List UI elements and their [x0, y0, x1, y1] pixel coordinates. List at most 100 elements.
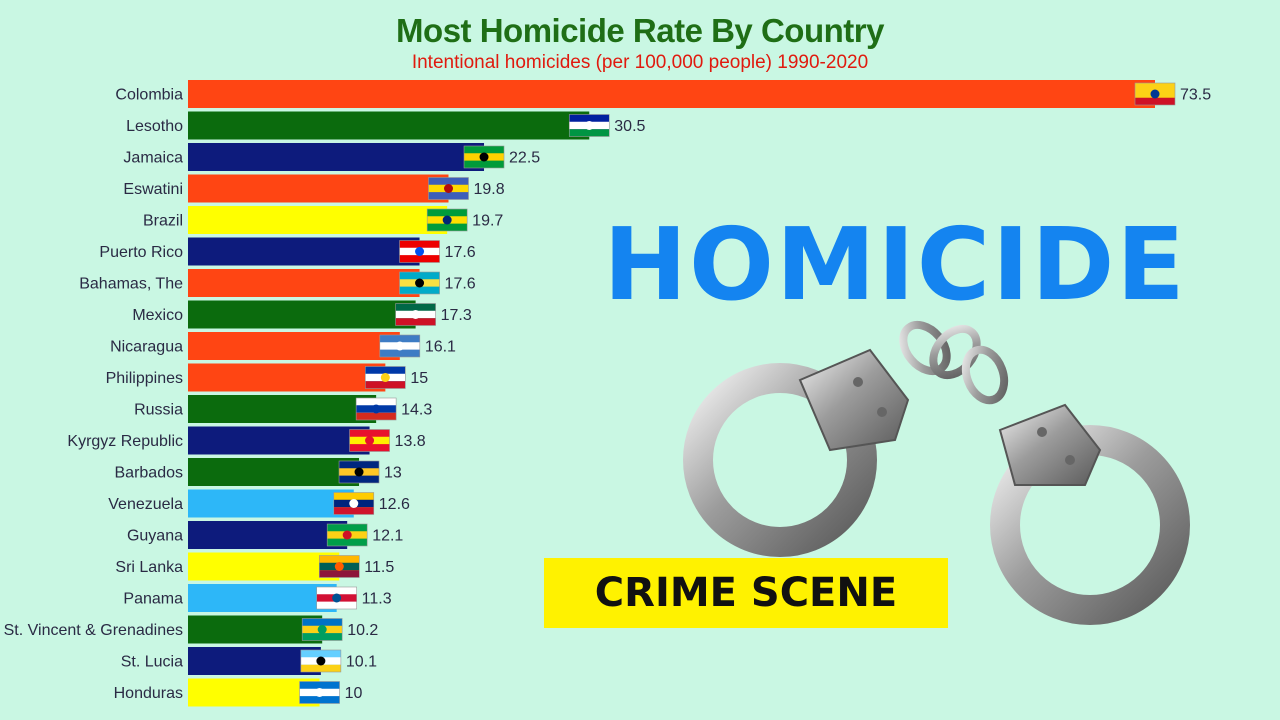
- category-label: Philippines: [106, 370, 183, 387]
- bar: [188, 80, 1155, 108]
- bar: [188, 143, 485, 171]
- category-label: Kyrgyz Republic: [67, 433, 183, 450]
- value-label: 12.6: [379, 496, 410, 513]
- chart-title: Most Homicide Rate By Country: [396, 12, 884, 49]
- bar-row: Brazil 19.7: [143, 206, 503, 234]
- bar-row: Jamaica 22.5: [123, 143, 540, 171]
- handcuffs-icon: [683, 320, 1190, 625]
- bar: [188, 363, 386, 392]
- bar-row: Guyana 12.1: [127, 521, 403, 549]
- flag-icon: [316, 586, 357, 610]
- value-label: 14.3: [401, 402, 432, 419]
- value-label: 22.5: [509, 150, 540, 167]
- value-label: 11.5: [364, 559, 394, 576]
- flag-icon: [349, 429, 390, 452]
- bar-row: Philippines 15: [106, 363, 428, 392]
- bar: [188, 647, 321, 675]
- bar: [188, 111, 590, 140]
- bar: [188, 174, 449, 203]
- flag-icon: [426, 208, 468, 232]
- bar-row: Sri Lanka 11.5: [115, 552, 394, 581]
- bar: [188, 426, 370, 455]
- bar: [188, 552, 340, 581]
- bar: [188, 269, 420, 297]
- crime-scene-badge: CRIME SCENE: [544, 558, 948, 628]
- flag-icon: [428, 177, 469, 200]
- flag-icon: [568, 114, 610, 137]
- value-label: 19.7: [472, 213, 503, 230]
- flag-icon: [379, 334, 421, 358]
- bar-row: Honduras 10: [114, 678, 363, 707]
- flag-icon: [300, 649, 342, 673]
- value-label: 13: [384, 465, 402, 482]
- category-label: Colombia: [115, 87, 183, 104]
- bar-row: Puerto Rico 17.6: [99, 237, 476, 266]
- category-label: St. Vincent & Grenadines: [4, 622, 183, 639]
- chart-subtitle: Intentional homicides (per 100,000 peopl…: [411, 52, 869, 73]
- category-label: Venezuela: [108, 496, 183, 513]
- flag-icon: [399, 240, 440, 263]
- category-label: Russia: [134, 402, 183, 419]
- category-label: Nicaragua: [110, 339, 183, 356]
- bar: [188, 521, 348, 549]
- flag-icon: [318, 555, 360, 578]
- bar: [188, 300, 416, 329]
- bar-row: Panama 11.3: [123, 584, 392, 612]
- bar: [188, 237, 420, 266]
- category-label: Eswatini: [123, 181, 183, 198]
- bar-row: Barbados 13: [115, 458, 402, 486]
- bar: [188, 489, 354, 518]
- headline-text: HOMICIDE: [603, 206, 1187, 323]
- bar-row: Bahamas, The 17.6: [79, 269, 476, 297]
- bar: [188, 584, 337, 612]
- flag-icon: [355, 397, 397, 421]
- category-label: St. Lucia: [121, 654, 183, 671]
- flag-icon: [399, 271, 440, 295]
- category-label: Puerto Rico: [99, 244, 183, 261]
- bar-row: Colombia 73.5: [115, 80, 1211, 108]
- bar-row: St. Lucia 10.1: [121, 647, 377, 675]
- flag-icon: [395, 303, 436, 326]
- value-label: 30.5: [614, 118, 645, 135]
- value-label: 16.1: [425, 339, 456, 356]
- bar-row: Kyrgyz Republic 13.8: [67, 426, 426, 455]
- bar: [188, 615, 323, 644]
- crime-scene-label: CRIME SCENE: [594, 570, 898, 616]
- category-label: Honduras: [114, 685, 183, 702]
- value-label: 15: [410, 370, 428, 387]
- bar: [188, 678, 320, 707]
- bar: [188, 206, 448, 234]
- bar-row: Nicaragua 16.1: [110, 332, 456, 360]
- category-label: Bahamas, The: [79, 276, 183, 293]
- flag-icon: [333, 492, 375, 515]
- bars-layer: Colombia 73.5 Lesotho 30.5 Jamaica 22.5 Eswati…: [4, 80, 1211, 707]
- flag-icon: [326, 523, 368, 547]
- category-label: Guyana: [127, 528, 183, 545]
- bar: [188, 458, 360, 486]
- bar: [188, 395, 377, 423]
- value-label: 12.1: [372, 528, 403, 545]
- value-label: 11.3: [362, 591, 392, 608]
- flag-icon: [301, 618, 343, 641]
- bar-row: Lesotho 30.5: [126, 111, 646, 140]
- flag-icon: [1134, 82, 1176, 106]
- category-label: Lesotho: [126, 118, 183, 135]
- value-label: 73.5: [1180, 87, 1211, 104]
- value-label: 13.8: [395, 433, 426, 450]
- bar-row: Russia 14.3: [134, 395, 432, 423]
- category-label: Sri Lanka: [115, 559, 183, 576]
- value-label: 10: [345, 685, 363, 702]
- category-label: Panama: [123, 591, 183, 608]
- flag-icon: [299, 681, 340, 704]
- value-label: 10.2: [347, 622, 378, 639]
- bar-row: St. Vincent & Grenadines 10.2: [4, 615, 378, 644]
- bar-row: Venezuela 12.6: [108, 489, 410, 518]
- flag-icon: [463, 145, 505, 169]
- value-label: 10.1: [346, 654, 377, 671]
- category-label: Brazil: [143, 213, 183, 230]
- value-label: 17.6: [445, 244, 476, 261]
- value-label: 19.8: [473, 181, 504, 198]
- bar: [188, 332, 400, 360]
- value-label: 17.3: [441, 307, 472, 324]
